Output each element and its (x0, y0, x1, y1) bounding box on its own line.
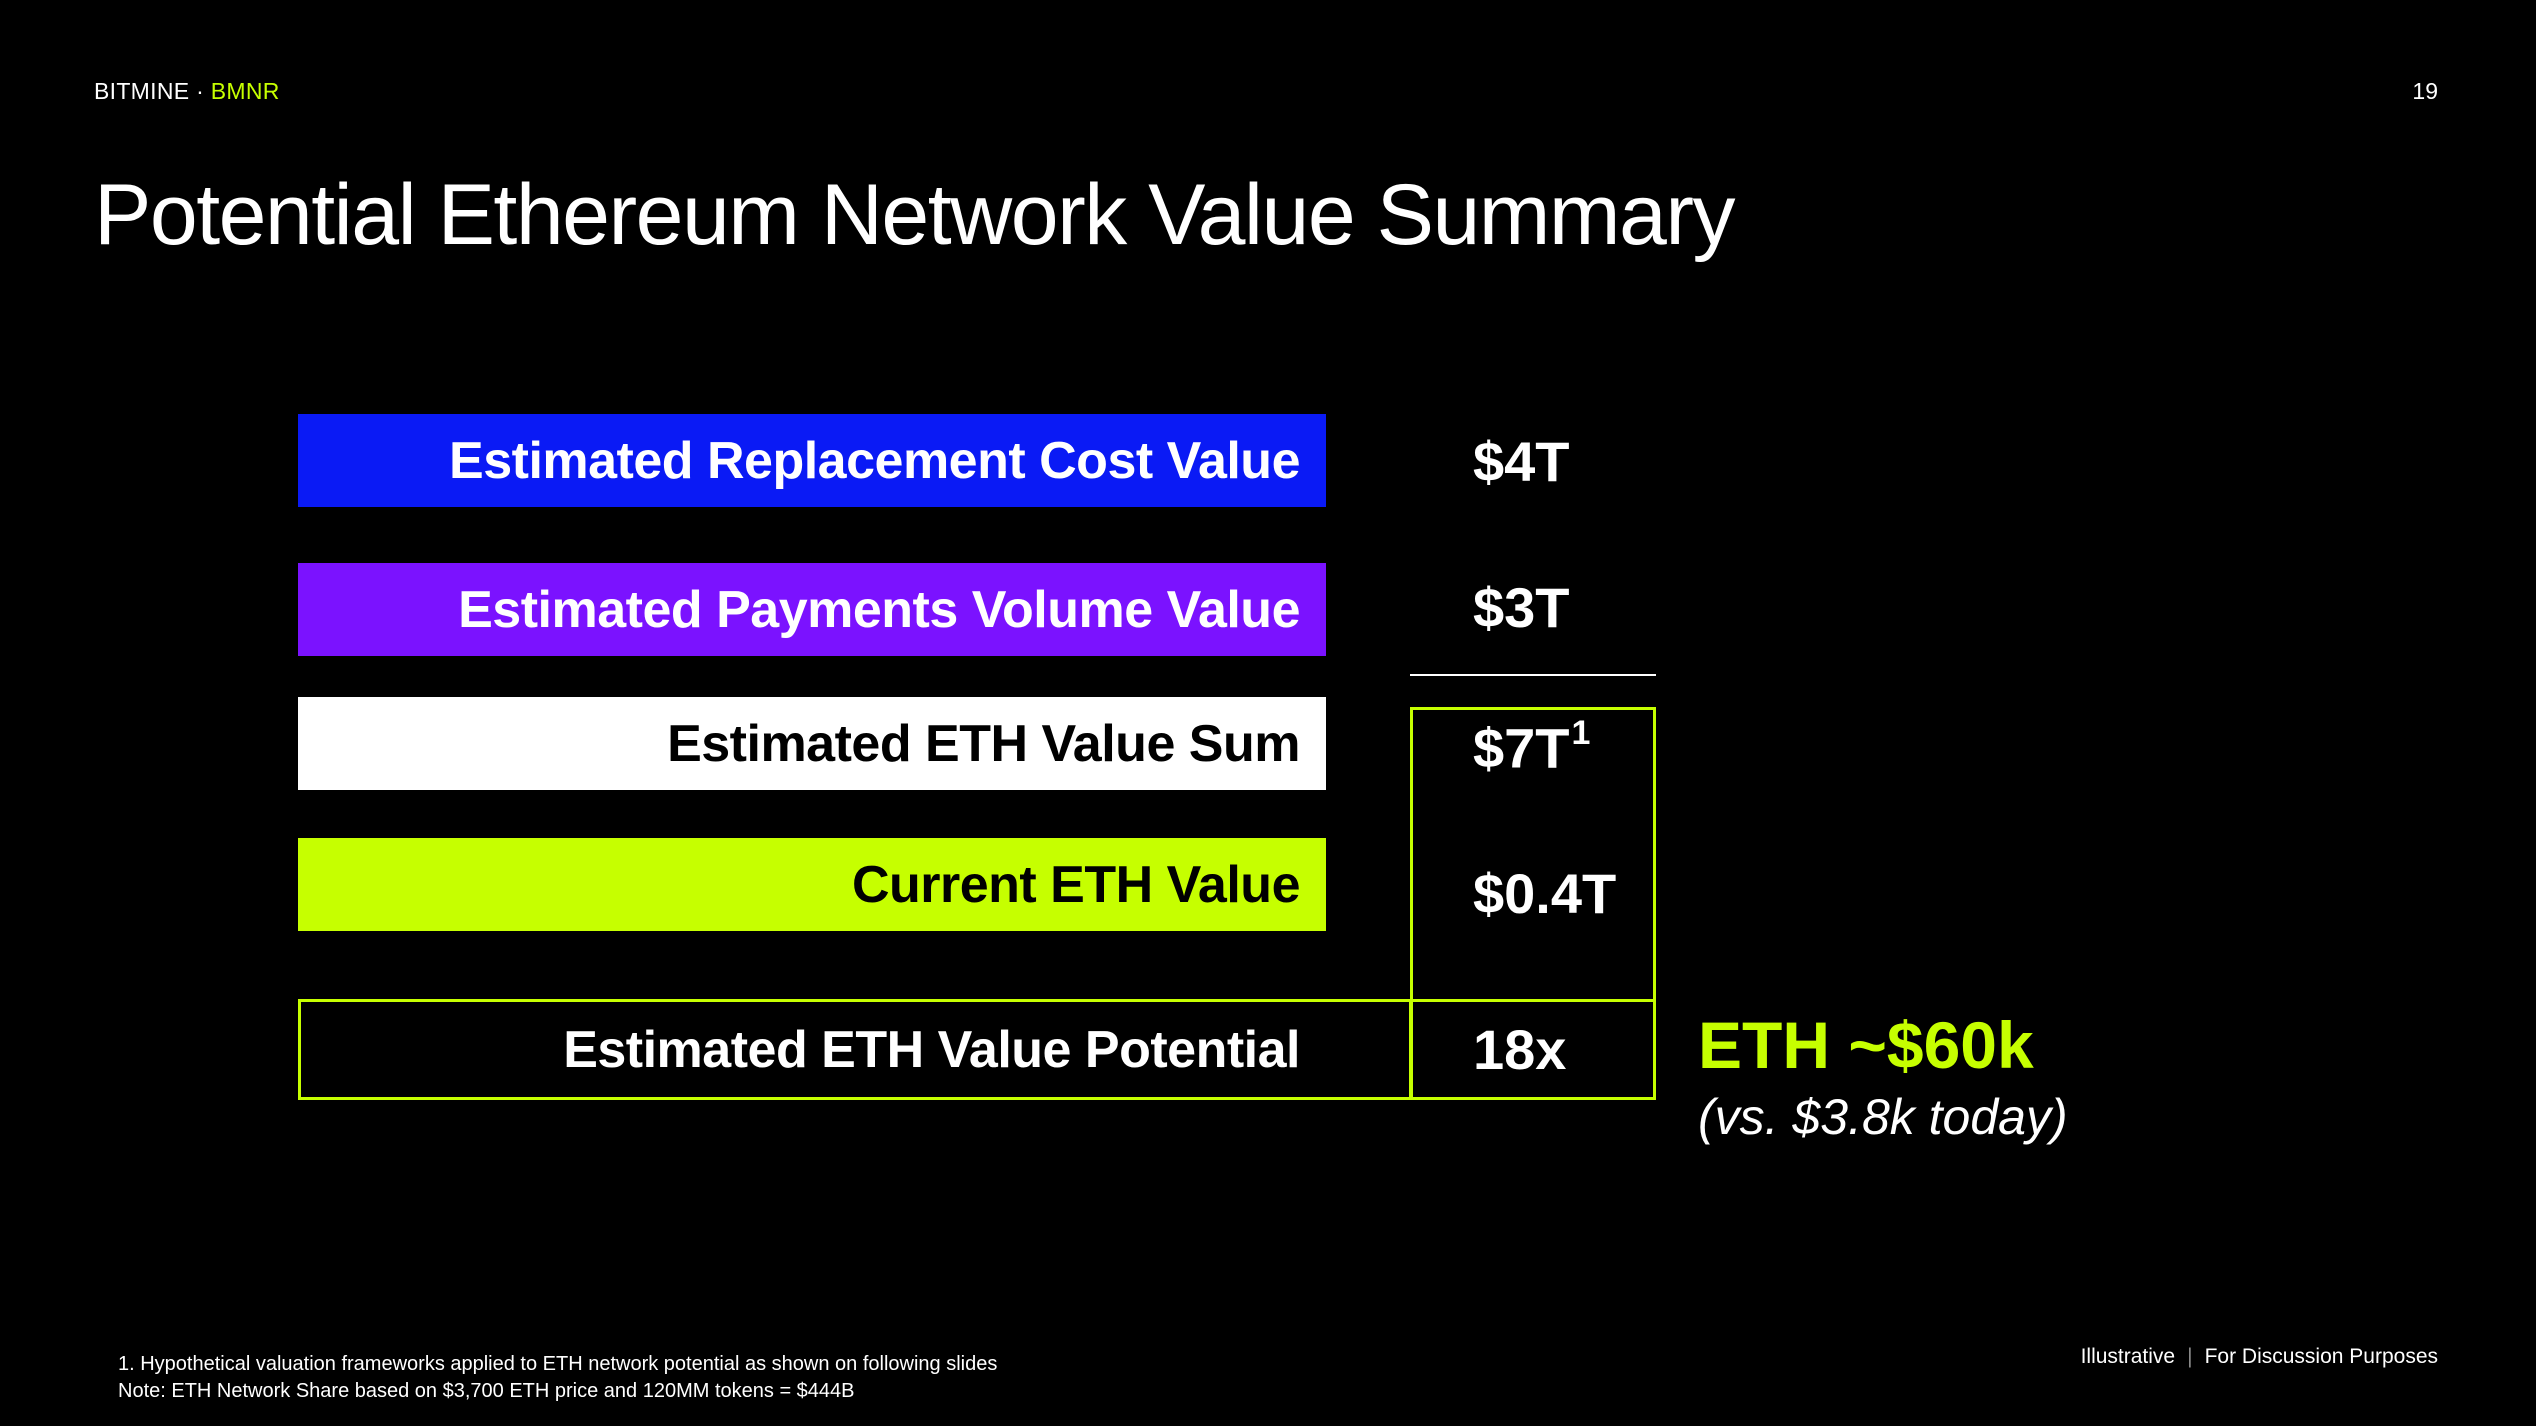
current-eth-value-label: Current ETH Value (851, 855, 1301, 914)
disclaimer-separator: | (2187, 1345, 2193, 1368)
potential-label-cell: Estimated ETH Value Potential (298, 999, 1326, 1100)
footnote-marker: 1 (1571, 714, 1591, 752)
current-eth-value-value: $0.4T (1473, 862, 1617, 925)
potential-row-divider (1409, 999, 1412, 1100)
eth-value-sum-value: $7T1 (1473, 716, 1590, 780)
replacement-cost-value: $4T (1473, 430, 1570, 493)
current-eth-value-bar: Current ETH Value (298, 838, 1326, 931)
footnote-1: 1. Hypothetical valuation frameworks app… (118, 1353, 998, 1375)
footnotes: 1. Hypothetical valuation frameworks app… (118, 1351, 997, 1405)
eth-today-comparison: (vs. $3.8k today) (1698, 1089, 2068, 1145)
brand-name: BITMINE (94, 78, 190, 104)
disclaimer-illustrative: Illustrative (2080, 1345, 2176, 1368)
replacement-cost-bar: Estimated Replacement Cost Value (298, 414, 1326, 507)
page-number: 19 (2412, 78, 2438, 104)
payments-volume-value: $3T (1473, 576, 1570, 639)
replacement-cost-label: Estimated Replacement Cost Value (449, 431, 1300, 490)
footnote-note: Note: ETH Network Share based on $3,700 … (118, 1380, 855, 1402)
eth-value-sum-bar: Estimated ETH Value Sum (298, 697, 1326, 790)
eth-value-sum-label: Estimated ETH Value Sum (667, 714, 1300, 773)
potential-row-box (298, 999, 1656, 1100)
brand-header: BITMINE · BMNR (94, 78, 280, 105)
disclaimer-discussion: For Discussion Purposes (2204, 1345, 2438, 1368)
payments-volume-bar: Estimated Payments Volume Value (298, 563, 1326, 656)
eth-value-sum-amount: $7T (1473, 716, 1570, 780)
ticker: BMNR (210, 78, 280, 104)
disclaimer: Illustrative | For Discussion Purposes (2081, 1345, 2438, 1369)
page-title: Potential Ethereum Network Value Summary (94, 167, 1736, 263)
eth-target-headline: ETH ~$60k (1698, 1008, 2034, 1082)
potential-label: Estimated ETH Value Potential (563, 1020, 1300, 1079)
potential-value: 18x (1473, 1018, 1567, 1081)
payments-volume-label: Estimated Payments Volume Value (458, 580, 1300, 639)
brand-separator: · (189, 78, 211, 104)
sum-divider (1410, 674, 1656, 676)
